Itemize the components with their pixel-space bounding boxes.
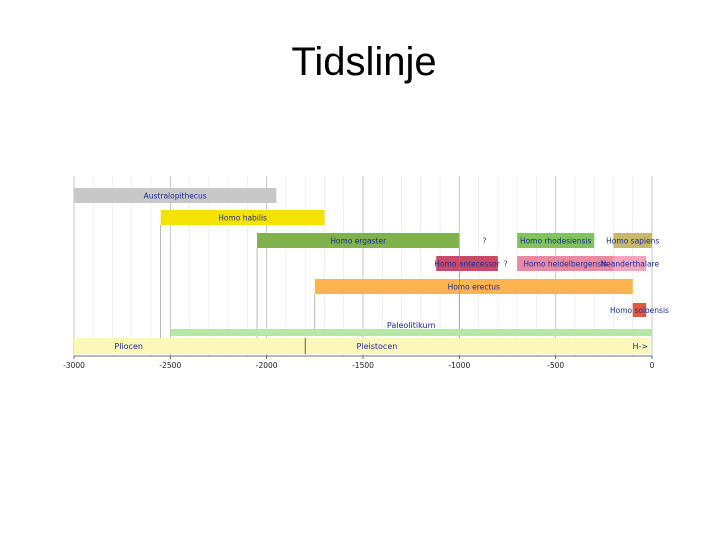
species-label: Homo sapiens: [606, 236, 659, 245]
species-bar: [613, 256, 647, 271]
species-label: Homo rhodesiensis: [520, 236, 592, 245]
period-label: Paleolitikum: [387, 321, 436, 330]
x-tick-label: 0: [650, 361, 655, 370]
species-bar: [257, 233, 460, 248]
question-mark: ?: [504, 259, 508, 268]
question-mark: ?: [482, 236, 486, 245]
x-tick-label: -3000: [63, 361, 85, 370]
species-label: Homo antecessor: [434, 259, 501, 268]
species-bar: [632, 303, 647, 317]
species-bar: [436, 256, 498, 271]
species-bar: [160, 210, 325, 225]
period-bar: [170, 329, 652, 336]
period-bar: [305, 338, 651, 354]
timeline-chart: Australopithecus Homo habilis Homo ergaste…: [62, 170, 670, 378]
holocene-label: H->: [633, 342, 649, 351]
x-tick-label: -2000: [256, 361, 278, 370]
x-tick-label: -2500: [159, 361, 181, 370]
species-bar: [613, 233, 652, 248]
species-bar: [314, 279, 633, 294]
species-label: Homo heidelbergensis: [523, 259, 607, 268]
species-bar: [517, 256, 614, 271]
species-label: Homo erectus: [448, 282, 500, 291]
species-bar: [74, 188, 277, 203]
species-label: Homo ergaster: [330, 236, 387, 245]
period-bar: [74, 338, 306, 354]
species-label: Neanderthalare: [601, 259, 660, 268]
species-bar: [517, 233, 595, 248]
x-tick-label: -500: [547, 361, 564, 370]
species-label: Homo soloensis: [610, 306, 669, 315]
slide-title: Tidslinje: [291, 40, 437, 84]
species-label: Homo habilis: [218, 213, 267, 222]
x-tick-label: -1000: [448, 361, 470, 370]
period-label: Pliocen: [114, 342, 143, 351]
species-label: Australopithecus: [144, 191, 207, 200]
period-label: Pleistocen: [357, 342, 398, 351]
timeline-svg: Australopithecus Homo habilis Homo ergaste…: [63, 176, 669, 370]
x-tick-label: -1500: [352, 361, 374, 370]
